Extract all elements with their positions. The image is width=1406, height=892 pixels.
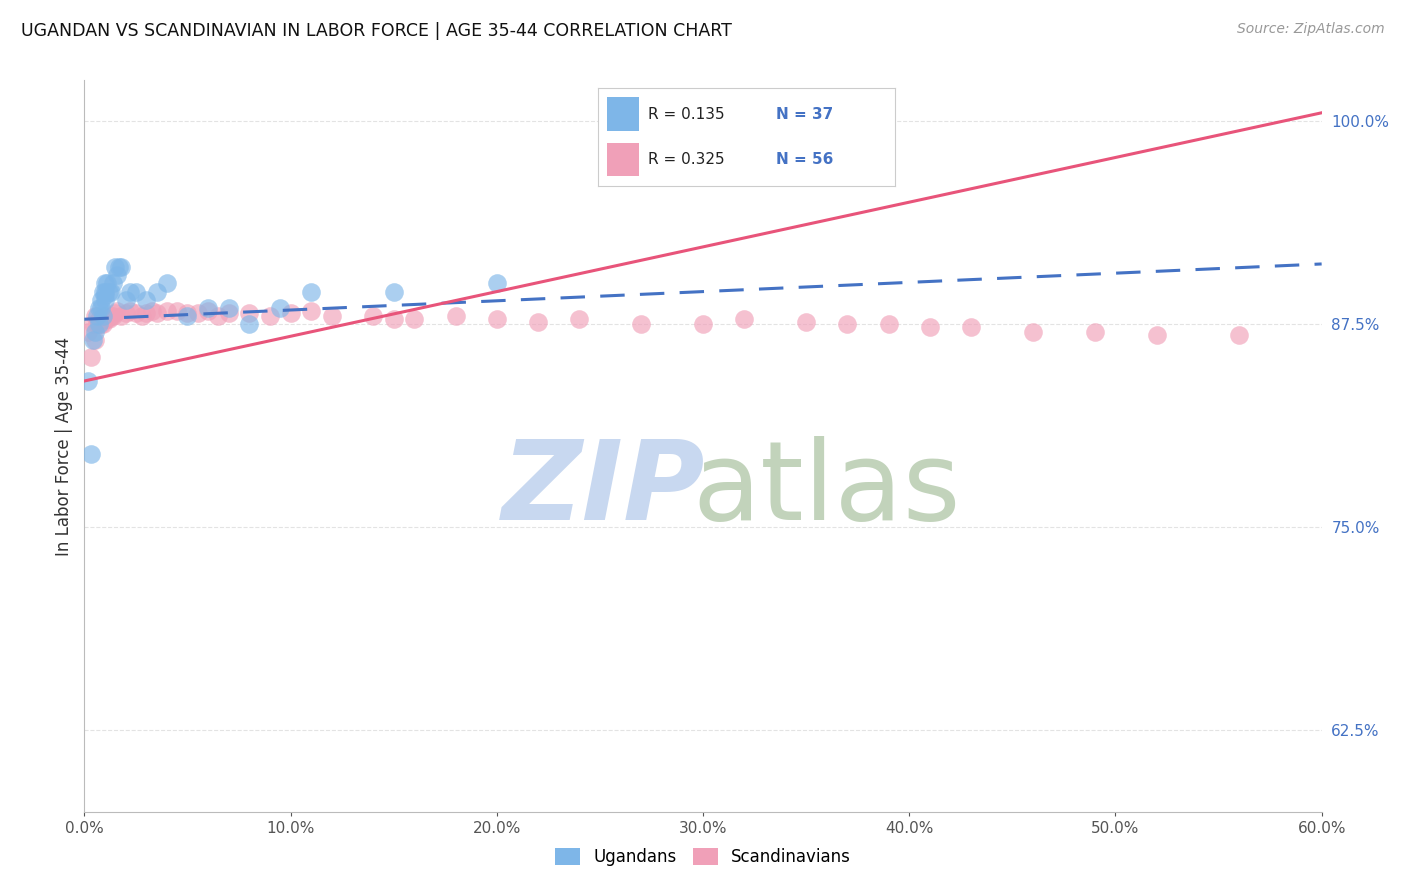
Point: [218, 301, 240, 315]
Point: [877, 317, 900, 331]
Point: [114, 306, 136, 320]
Point: [83, 309, 105, 323]
Point: [90, 317, 112, 331]
Point: [103, 277, 125, 291]
Point: [837, 317, 859, 331]
Point: [187, 306, 209, 320]
Point: [960, 320, 983, 334]
Point: [91, 317, 114, 331]
Point: [280, 306, 302, 320]
Point: [238, 317, 260, 331]
Point: [135, 293, 157, 307]
Point: [96, 312, 118, 326]
Point: [108, 260, 131, 275]
Point: [444, 309, 467, 323]
Point: [79, 447, 101, 461]
Point: [94, 293, 117, 307]
Point: [207, 309, 229, 323]
Point: [238, 306, 260, 320]
Text: UGANDAN VS SCANDINAVIAN IN LABOR FORCE | AGE 35-44 CORRELATION CHART: UGANDAN VS SCANDINAVIAN IN LABOR FORCE |…: [21, 22, 733, 40]
Point: [404, 312, 426, 326]
Point: [90, 301, 112, 315]
Point: [87, 317, 110, 331]
Point: [110, 309, 132, 323]
Y-axis label: In Labor Force | Age 35-44: In Labor Force | Age 35-44: [55, 336, 73, 556]
Point: [125, 306, 148, 320]
Point: [110, 260, 132, 275]
Point: [1146, 328, 1168, 343]
Point: [197, 301, 219, 315]
Point: [299, 304, 322, 318]
Point: [692, 317, 714, 331]
Point: [118, 285, 141, 299]
Point: [145, 285, 167, 299]
Point: [299, 285, 322, 299]
Point: [104, 306, 127, 320]
Point: [94, 277, 117, 291]
Point: [83, 334, 105, 348]
Point: [82, 317, 104, 331]
Point: [98, 285, 121, 299]
Point: [87, 301, 110, 315]
Point: [131, 309, 153, 323]
Point: [382, 312, 405, 326]
Point: [98, 312, 121, 326]
Point: [527, 316, 550, 330]
Point: [485, 312, 508, 326]
Text: ZIP: ZIP: [502, 436, 706, 543]
Point: [104, 260, 127, 275]
Point: [1227, 328, 1250, 343]
Point: [1084, 325, 1107, 339]
Point: [382, 285, 405, 299]
Point: [94, 285, 117, 299]
Point: [90, 293, 112, 307]
Point: [176, 309, 198, 323]
Point: [630, 317, 652, 331]
Point: [197, 304, 219, 318]
Point: [86, 309, 108, 323]
Point: [91, 285, 114, 299]
Point: [94, 312, 117, 326]
Point: [156, 277, 179, 291]
Point: [918, 320, 941, 334]
Point: [77, 374, 100, 388]
Point: [321, 309, 343, 323]
Point: [176, 306, 198, 320]
Legend: Ugandans, Scandinavians: Ugandans, Scandinavians: [548, 841, 858, 873]
Point: [259, 309, 281, 323]
Point: [166, 304, 188, 318]
Point: [105, 304, 128, 318]
Point: [794, 316, 817, 330]
Point: [156, 304, 179, 318]
Point: [218, 306, 240, 320]
Point: [733, 312, 755, 326]
Point: [87, 312, 110, 326]
Point: [94, 309, 117, 323]
Point: [82, 334, 104, 348]
Point: [361, 309, 384, 323]
Point: [83, 325, 105, 339]
Point: [145, 306, 167, 320]
Point: [1022, 325, 1045, 339]
Point: [114, 293, 136, 307]
Point: [105, 268, 128, 283]
Point: [135, 306, 157, 320]
Point: [568, 312, 591, 326]
Point: [269, 301, 291, 315]
Point: [77, 325, 100, 339]
Point: [141, 304, 163, 318]
Text: Source: ZipAtlas.com: Source: ZipAtlas.com: [1237, 22, 1385, 37]
Point: [100, 285, 122, 299]
Text: atlas: atlas: [693, 436, 960, 543]
Point: [118, 304, 141, 318]
Point: [100, 309, 122, 323]
Point: [125, 285, 148, 299]
Point: [79, 350, 101, 364]
Point: [94, 288, 117, 302]
Point: [86, 317, 108, 331]
Point: [96, 277, 118, 291]
Point: [485, 277, 508, 291]
Point: [103, 309, 125, 323]
Point: [91, 309, 114, 323]
